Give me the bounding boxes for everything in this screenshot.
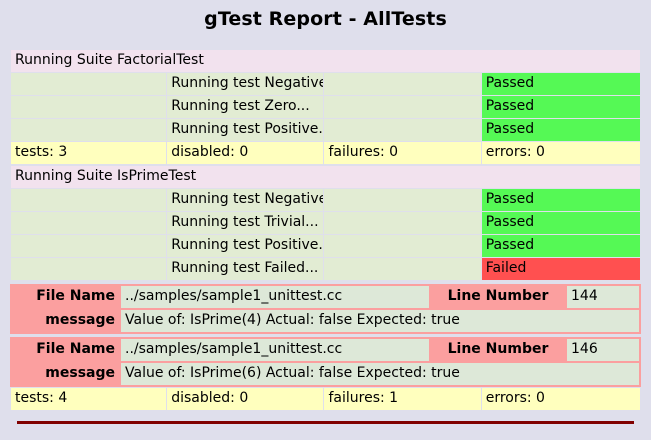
table-row[interactable]: Running test Failed... Failed [11,258,640,280]
test-name-cell: Running test Zero... [167,96,324,118]
failure-detail-block: File Name ../samples/sample1_unittest.cc… [10,337,641,387]
test-spacer-cell [324,258,481,280]
footer-divider [17,421,634,424]
line-number-value: 146 [567,339,639,361]
suite-header-label: Running Suite FactorialTest [11,50,640,72]
summary-errors: errors: 0 [481,142,640,164]
status-badge: Passed [481,96,640,118]
message-value: Value of: IsPrime(4) Actual: false Expec… [121,310,639,332]
message-value: Value of: IsPrime(6) Actual: false Expec… [121,363,639,385]
test-spacer-cell [324,119,481,141]
status-badge: Passed [481,235,640,257]
test-name-cell: Running test Negative... [167,189,324,211]
test-spacer-cell [324,212,481,234]
table-row[interactable]: Running test Trivial... Passed [11,212,640,234]
line-number-value: 144 [567,286,639,308]
test-name-cell: Running test Trivial... [167,212,324,234]
page-title: gTest Report - AllTests [204,8,447,30]
status-badge: Passed [481,189,640,211]
file-name-label: File Name [12,339,119,361]
failure-message-row: message Value of: IsPrime(6) Actual: fal… [12,363,639,385]
status-badge: Passed [481,119,640,141]
test-spacer-cell [324,189,481,211]
failure-detail-block: File Name ../samples/sample1_unittest.cc… [10,284,641,334]
suite-header-row: Running Suite IsPrimeTest [11,166,640,188]
test-spacer-cell [324,96,481,118]
failure-message-row: message Value of: IsPrime(4) Actual: fal… [12,310,639,332]
test-name-cell: Running test Positive... [167,119,324,141]
file-name-value: ../samples/sample1_unittest.cc [121,339,429,361]
message-label: message [12,363,119,385]
line-number-label: Line Number [431,339,565,361]
status-badge: Passed [481,73,640,95]
summary-errors: errors: 0 [481,388,640,410]
line-number-label: Line Number [431,286,565,308]
test-index-cell [11,119,167,141]
test-index-cell [11,189,167,211]
status-badge: Passed [481,212,640,234]
test-name-cell: Running test Negative... [167,73,324,95]
test-name-cell: Running test Failed... [167,258,324,280]
summary-tests: tests: 4 [11,388,167,410]
suite-table-1: Running Suite IsPrimeTest Running test N… [10,165,641,281]
file-name-label: File Name [12,286,119,308]
table-row[interactable]: Running test Positive... Passed [11,119,640,141]
summary-failures: failures: 0 [324,142,481,164]
table-row[interactable]: Running test Negative... Passed [11,189,640,211]
summary-failures: failures: 1 [324,388,481,410]
table-row[interactable]: Running test Positive... Passed [11,235,640,257]
test-index-cell [11,235,167,257]
failure-file-row: File Name ../samples/sample1_unittest.cc… [12,339,639,361]
summary-tests: tests: 3 [11,142,167,164]
suite-summary-row: tests: 4 disabled: 0 failures: 1 errors:… [11,388,640,410]
file-name-value: ../samples/sample1_unittest.cc [121,286,429,308]
suite-header-label: Running Suite IsPrimeTest [11,166,640,188]
suite-table-0: Running Suite FactorialTest Running test… [10,49,641,165]
failure-file-row: File Name ../samples/sample1_unittest.cc… [12,286,639,308]
table-row[interactable]: Running test Zero... Passed [11,96,640,118]
status-badge: Failed [481,258,640,280]
report-body: Running Suite FactorialTest Running test… [0,49,651,424]
test-spacer-cell [324,73,481,95]
test-index-cell [11,258,167,280]
test-name-cell: Running test Positive... [167,235,324,257]
table-row[interactable]: Running test Negative... Passed [11,73,640,95]
test-spacer-cell [324,235,481,257]
test-index-cell [11,96,167,118]
suite-summary-row: tests: 3 disabled: 0 failures: 0 errors:… [11,142,640,164]
suite-summary-table-1: tests: 4 disabled: 0 failures: 1 errors:… [10,387,641,411]
test-index-cell [11,212,167,234]
summary-disabled: disabled: 0 [167,142,324,164]
test-index-cell [11,73,167,95]
message-label: message [12,310,119,332]
summary-disabled: disabled: 0 [167,388,324,410]
suite-header-row: Running Suite FactorialTest [11,50,640,72]
